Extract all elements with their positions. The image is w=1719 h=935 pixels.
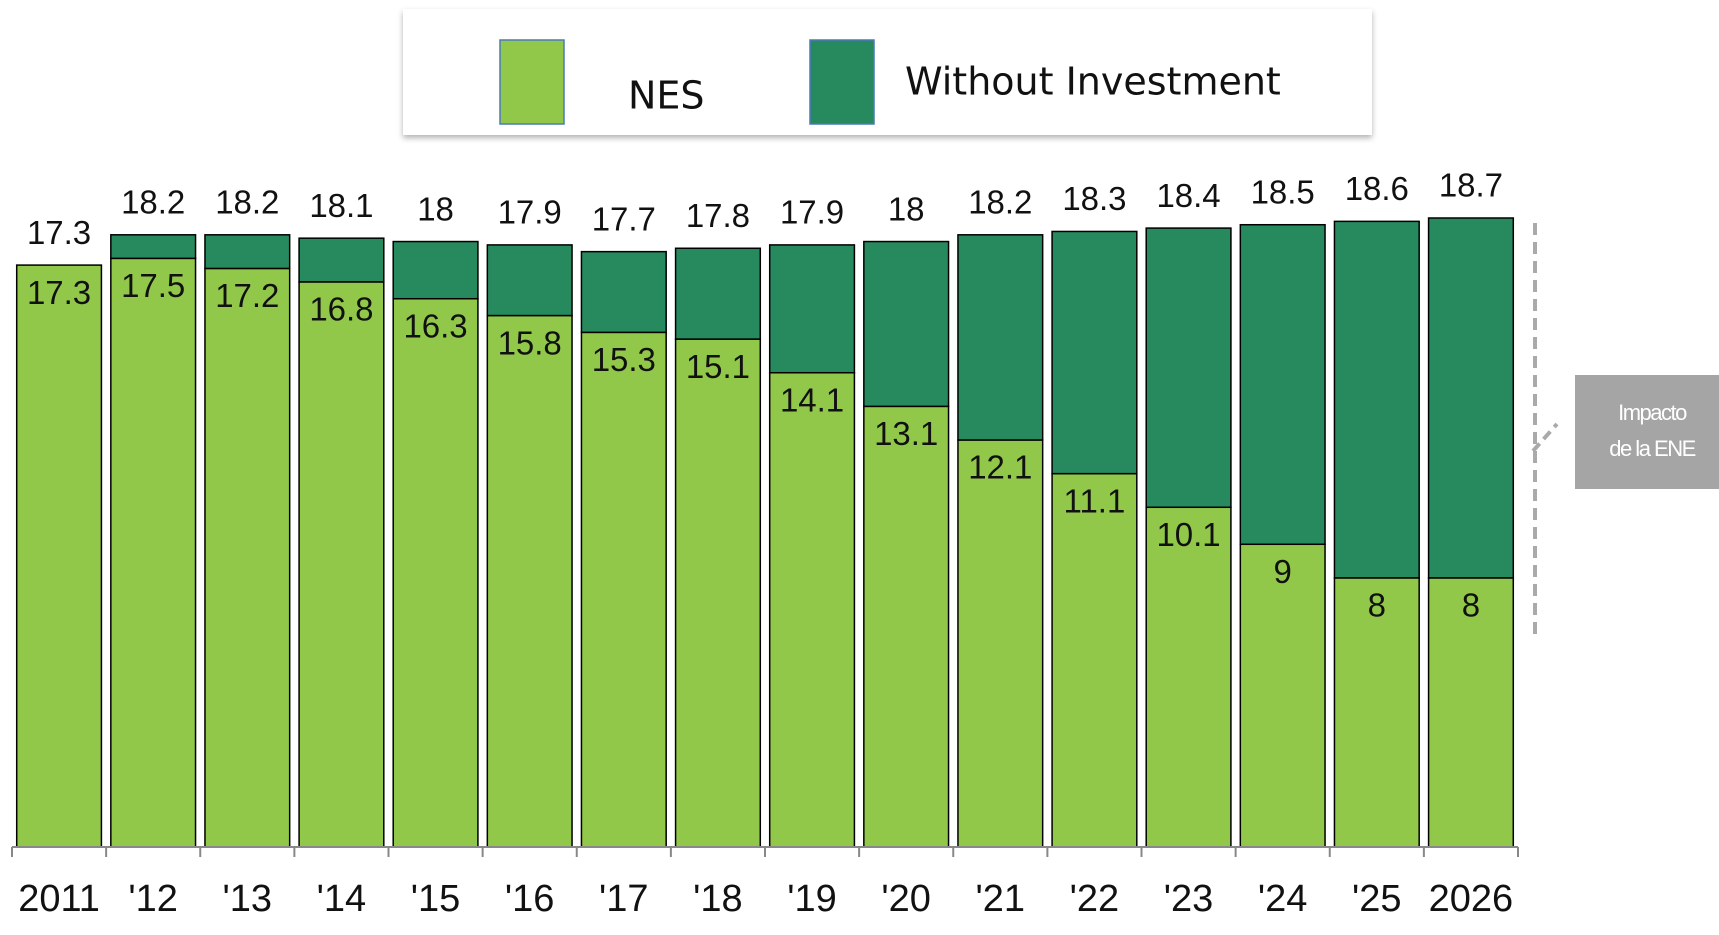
x-tick-label: '16 [505,878,555,920]
bar-segment [957,234,1044,441]
x-tick-label: 2026 [1429,878,1514,920]
bar-segment [580,250,667,334]
data-label: 17.5 [121,267,185,304]
data-label: 17.2 [215,277,279,314]
x-tick-label: '12 [128,878,178,920]
bar-segment [768,244,856,374]
data-label: 8 [1368,587,1386,624]
bar-segment [768,371,856,848]
bar-segment [204,234,291,270]
data-label: 16.3 [403,307,467,344]
bar-segment [392,240,479,300]
annotation-line: Impacto [1618,400,1687,425]
total-label: 18.5 [1251,173,1315,210]
total-label: 17.3 [27,214,91,251]
data-label: 10.1 [1156,516,1220,553]
bar-segment [957,439,1044,848]
total-label: 18.2 [215,184,279,221]
annotation-box [1575,375,1719,489]
bar-segment [1427,577,1515,848]
x-tick-label: '24 [1258,878,1308,920]
x-tick-label: '22 [1070,878,1120,920]
x-tick-label: '23 [1164,878,1214,920]
total-label: 18.7 [1439,167,1503,204]
bar-segment [110,234,197,260]
bar-segment [1145,227,1232,509]
bar-segment [1051,472,1138,848]
x-tick-label: '20 [881,878,931,920]
bar-segment [1239,543,1326,848]
data-label: 15.3 [592,341,656,378]
bar-segment [298,237,385,283]
bar-segment [1051,230,1138,475]
total-label: 17.9 [780,194,844,231]
bar-segment [15,264,103,848]
bar-segment [298,281,385,848]
legend-label: NES [628,74,705,118]
bar-segment [1333,220,1420,579]
total-label: 18.1 [309,187,373,224]
bar-segment [1427,217,1515,579]
data-label: 15.1 [686,348,750,385]
bar-segment [863,405,950,848]
total-label: 17.8 [686,197,750,234]
data-label: 16.8 [309,291,373,328]
data-label: 17.3 [27,274,91,311]
x-tick-label: '13 [223,878,273,920]
bar-segment [674,247,762,340]
data-label: 15.8 [498,324,562,361]
legend-label: Without Investment [905,60,1281,104]
total-label: 18.2 [968,184,1032,221]
x-tick-label: '19 [787,878,837,920]
total-label: 18.3 [1062,180,1126,217]
total-label: 18.4 [1156,177,1220,214]
bar-segment [486,244,573,317]
bracket-connector [1531,422,1559,453]
total-label: 17.9 [498,194,562,231]
annotation-line: de la ENE [1609,436,1695,461]
data-label: 11.1 [1064,482,1126,519]
x-tick-label: '21 [976,878,1026,920]
total-label: 17.7 [592,200,656,237]
bar-segment [392,297,479,848]
total-label: 18.2 [121,184,185,221]
x-tick-label: '25 [1352,878,1402,920]
x-tick-label: '14 [317,878,367,920]
bar-segment [580,331,667,848]
x-tick-label: 2011 [18,878,100,920]
total-label: 18 [417,190,454,227]
data-label: 8 [1462,587,1480,624]
x-tick-label: '18 [693,878,743,920]
total-label: 18 [888,190,925,227]
bar-segment [674,338,762,848]
data-label: 9 [1274,553,1292,590]
data-label: 13.1 [874,415,938,452]
data-label: 12.1 [968,449,1032,486]
bar-segment [1145,506,1232,848]
bar-segment [863,240,950,408]
legend-swatch [499,39,565,125]
bar-segment [1239,223,1326,546]
total-label: 18.6 [1345,170,1409,207]
bar-segment [486,314,573,848]
data-label: 14.1 [780,381,844,418]
legend-swatch [809,39,875,125]
x-tick-label: '17 [599,878,649,920]
bar-segment [110,257,197,848]
bar-segment [204,267,291,848]
x-tick-label: '15 [411,878,461,920]
